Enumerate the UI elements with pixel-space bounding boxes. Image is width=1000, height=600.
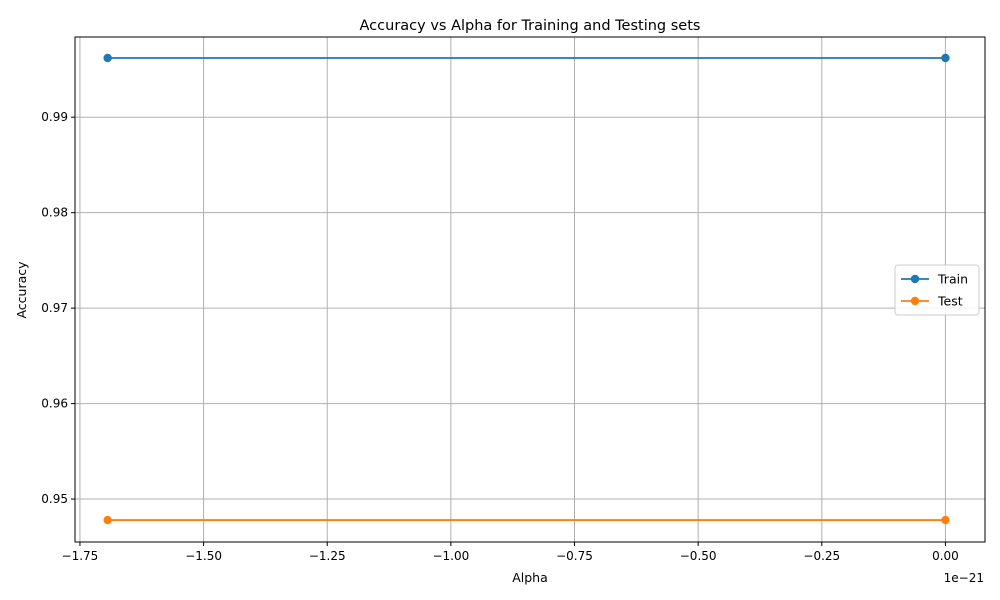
chart-title: Accuracy vs Alpha for Training and Testi… (360, 18, 701, 34)
x-axis-offset-text: 1e−21 (944, 571, 984, 585)
x-tick-label: −1.50 (185, 549, 222, 563)
legend-entry-test: Test (937, 294, 963, 309)
y-tick-label: 0.95 (41, 492, 68, 506)
ticks: −1.75 −1.50 −1.25 −1.00 −0.75 −0.50 −0.25 0.00 0… (41, 110, 959, 563)
x-tick-label: −0.50 (680, 549, 717, 563)
data-point-train (941, 53, 950, 63)
legend: Train Test (894, 264, 980, 316)
x-tick-label: −1.75 (62, 549, 99, 563)
grid (75, 37, 985, 542)
x-tick-label: −0.75 (556, 549, 593, 563)
x-axis-label: Alpha (512, 570, 548, 585)
y-axis-label: Accuracy (14, 261, 29, 319)
legend-entry-train: Train (937, 272, 968, 287)
x-tick-label: 0.00 (932, 549, 959, 563)
y-tick-label: 0.96 (41, 397, 68, 411)
series-layer (103, 53, 950, 525)
y-tick-label: 0.98 (41, 206, 68, 220)
data-point-test (941, 515, 950, 525)
y-tick-label: 0.97 (41, 301, 68, 315)
legend-swatch-marker (910, 296, 920, 306)
data-point-train (103, 53, 112, 63)
x-tick-label: −1.25 (309, 549, 346, 563)
plot-frame (74, 36, 986, 543)
x-tick-label: −1.00 (432, 549, 469, 563)
data-point-test (103, 515, 112, 525)
y-tick-label: 0.99 (41, 110, 68, 124)
legend-swatch-marker (910, 274, 920, 284)
x-tick-label: −0.25 (803, 549, 840, 563)
